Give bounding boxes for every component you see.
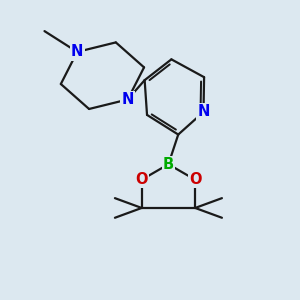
Text: N: N xyxy=(71,44,83,59)
Text: N: N xyxy=(122,92,134,107)
Text: N: N xyxy=(197,104,210,119)
Text: O: O xyxy=(135,172,148,187)
Text: O: O xyxy=(189,172,201,187)
Text: B: B xyxy=(163,157,174,172)
